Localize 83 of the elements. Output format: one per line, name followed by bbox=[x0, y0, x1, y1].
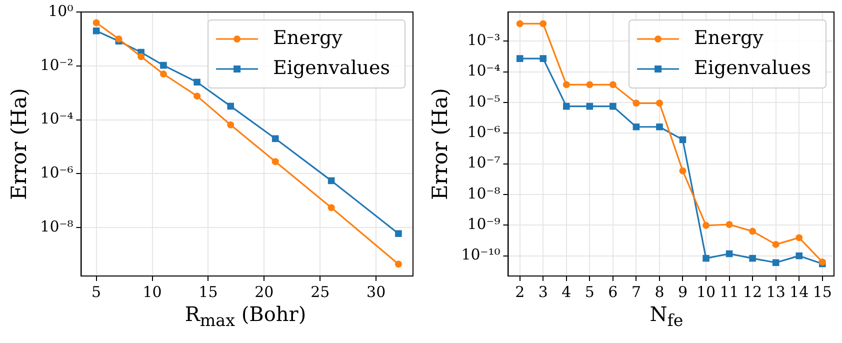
point bbox=[394, 260, 402, 268]
point bbox=[679, 136, 686, 144]
point bbox=[632, 100, 640, 107]
y-axis-title: Error (Ha) bbox=[428, 88, 452, 200]
x-tick-label: 25 bbox=[310, 282, 330, 301]
point bbox=[540, 55, 547, 62]
point bbox=[227, 121, 234, 128]
legend-label: Energy bbox=[273, 26, 343, 49]
point bbox=[540, 20, 547, 28]
x-tick-label: 5 bbox=[92, 282, 102, 301]
x-tick-label: 5 bbox=[584, 282, 594, 301]
point bbox=[749, 254, 756, 262]
point bbox=[272, 135, 279, 142]
y-tick-label: 10⁻⁴ bbox=[40, 110, 74, 128]
y-tick-label: 10⁻⁵ bbox=[467, 92, 500, 110]
x-tick-label: 14 bbox=[790, 282, 809, 301]
y-tick-label: 10⁻⁸ bbox=[40, 217, 74, 236]
x-tick-label: 4 bbox=[562, 282, 572, 301]
x-tick-label: 9 bbox=[678, 282, 688, 301]
y-tick-label: 10⁻¹⁰ bbox=[461, 246, 500, 264]
x-tick-label: 7 bbox=[631, 282, 641, 301]
x-tick-label: 2 bbox=[515, 282, 525, 301]
point bbox=[702, 254, 710, 262]
point bbox=[726, 221, 733, 228]
x-tick-label: 13 bbox=[766, 282, 786, 301]
legend-label: Eigenvalues bbox=[273, 56, 390, 79]
x-tick-label: 10 bbox=[696, 282, 716, 301]
point bbox=[772, 240, 780, 248]
y-tick-label: 10⁰ bbox=[48, 2, 74, 20]
legend-label: Eigenvalues bbox=[694, 56, 812, 79]
point bbox=[272, 158, 279, 166]
point bbox=[563, 102, 570, 110]
x-tick-label: 12 bbox=[743, 282, 762, 301]
point bbox=[138, 53, 145, 60]
point bbox=[610, 102, 616, 110]
point bbox=[516, 20, 524, 28]
point bbox=[656, 100, 663, 107]
point bbox=[92, 19, 100, 26]
y-tick-label: 10⁻⁸ bbox=[467, 184, 500, 202]
point bbox=[227, 102, 234, 110]
point bbox=[586, 81, 594, 88]
x-tick-label: 30 bbox=[366, 282, 386, 301]
y-tick-label: 10⁻⁹ bbox=[467, 215, 500, 234]
point bbox=[726, 250, 733, 258]
point bbox=[679, 167, 686, 174]
point bbox=[115, 35, 122, 42]
x-axis-title: N$_{fe}$ bbox=[648, 302, 684, 330]
y-tick-label: 10⁻² bbox=[40, 56, 74, 74]
point bbox=[772, 259, 780, 266]
y-axis-title: Error (Ha) bbox=[7, 88, 32, 200]
point bbox=[395, 230, 402, 237]
y-tick-label: 10⁻³ bbox=[467, 31, 500, 50]
y-tick-label: 10⁻⁶ bbox=[40, 164, 74, 182]
point bbox=[656, 123, 663, 130]
point bbox=[160, 62, 167, 69]
point bbox=[92, 27, 100, 34]
point bbox=[194, 92, 201, 100]
point bbox=[702, 222, 710, 229]
x-tick-label: 11 bbox=[720, 282, 739, 301]
x-tick-label: 10 bbox=[142, 282, 162, 301]
point bbox=[194, 78, 200, 86]
legend-label: Energy bbox=[694, 26, 764, 49]
x-tick-label: 8 bbox=[654, 282, 664, 301]
x-tick-label: 15 bbox=[198, 282, 218, 301]
point bbox=[328, 177, 335, 184]
x-tick-label: 20 bbox=[254, 282, 274, 301]
point bbox=[562, 81, 570, 88]
x-axis-title: R$_{max}$ (Bohr) bbox=[184, 302, 308, 330]
point bbox=[516, 55, 524, 62]
point bbox=[632, 123, 640, 130]
x-tick-label: 15 bbox=[812, 282, 832, 301]
point bbox=[328, 204, 335, 212]
point bbox=[796, 252, 802, 260]
y-tick-label: 10⁻⁴ bbox=[467, 62, 500, 80]
x-tick-label: 3 bbox=[538, 282, 548, 301]
y-tick-label: 10⁻⁶ bbox=[467, 123, 500, 142]
x-tick-label: 6 bbox=[608, 282, 618, 301]
point bbox=[586, 102, 594, 110]
y-tick-label: 10⁻⁷ bbox=[467, 154, 500, 172]
point bbox=[160, 70, 167, 78]
point bbox=[749, 228, 756, 235]
point bbox=[796, 234, 803, 242]
point bbox=[609, 81, 616, 88]
